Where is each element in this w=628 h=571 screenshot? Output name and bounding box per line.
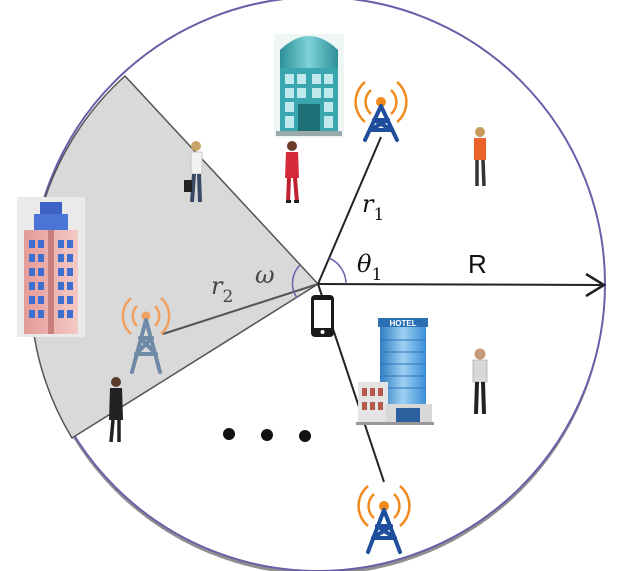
radius-label: R	[468, 249, 487, 279]
pedestrian-icon	[474, 127, 486, 187]
office-building-icon	[274, 34, 344, 138]
pedestrian-icon	[109, 377, 123, 443]
r2-label: r2	[211, 272, 233, 307]
pedestrian-icon	[285, 141, 299, 203]
r1-label: r1	[362, 190, 384, 225]
tower-building-icon	[17, 197, 85, 337]
r1-line	[317, 136, 382, 285]
cell-tower-icon	[357, 485, 411, 554]
radius-arrowhead	[585, 272, 607, 298]
cell-tower-icon	[354, 81, 408, 142]
pedestrian-icon	[472, 348, 488, 415]
theta-arc	[328, 257, 347, 285]
r2-line	[162, 283, 319, 335]
smartphone-icon	[311, 295, 334, 337]
radius-arrow-line	[317, 283, 604, 286]
theta-label: θ1	[357, 250, 382, 285]
pedestrian-icon	[184, 141, 203, 203]
more-users-ellipsis	[223, 428, 311, 442]
hotel-building-icon: HOTEL	[356, 318, 434, 425]
cell-tower-icon	[121, 297, 171, 374]
hotel-sign: HOTEL	[389, 319, 416, 328]
omega-arc	[291, 264, 301, 299]
omega-label: ω	[255, 261, 275, 289]
